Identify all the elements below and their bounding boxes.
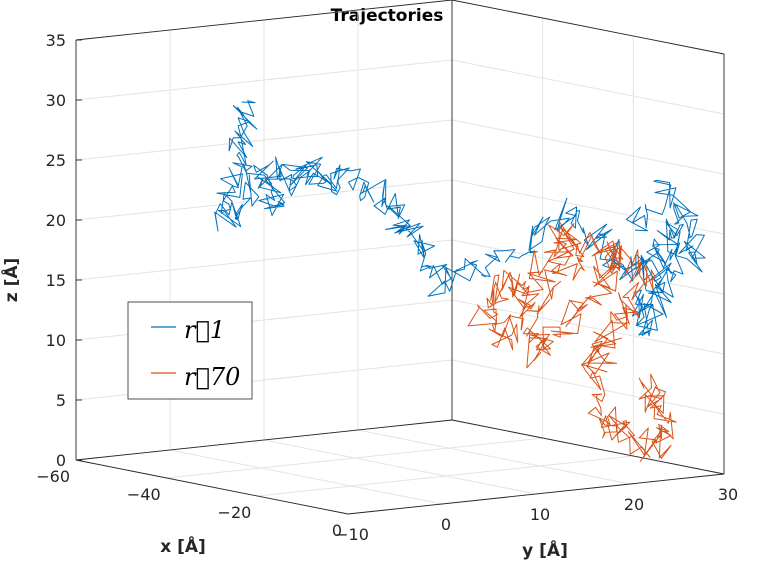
grid-line-z — [451, 239, 725, 295]
trajectory-line-r70 — [467, 221, 677, 462]
z-axis-label: z [Å] — [0, 258, 22, 303]
grid-layer — [75, 0, 725, 515]
z-tick-label: 15 — [46, 271, 66, 290]
axis-edge — [347, 473, 725, 515]
grid-line-z — [451, 59, 725, 115]
axis-edge — [75, 459, 349, 515]
y-tick-label: 0 — [441, 515, 451, 534]
z-tick-label: 30 — [46, 91, 66, 110]
z-tick-label: 25 — [46, 151, 66, 170]
legend-box — [127, 301, 253, 400]
x-tick-label: −40 — [127, 485, 161, 504]
z-tick-label: 35 — [46, 31, 66, 50]
axis-edge — [451, 0, 725, 55]
z-tick-label: 10 — [46, 331, 66, 350]
x-axis-label: x [Å] — [160, 534, 206, 557]
y-tick-label: −10 — [335, 525, 369, 544]
x-tick-label: −60 — [36, 467, 70, 486]
axis-edge — [75, 419, 453, 461]
trajectory-line-r1 — [214, 100, 706, 337]
z-tick-label: 0 — [56, 451, 66, 470]
legend-label-r70: r⃗70 — [184, 363, 240, 391]
y-tick-label: 10 — [530, 505, 550, 524]
legend: r⃗1 r⃗70 — [127, 301, 253, 400]
y-axis-label: y [Å] — [522, 538, 568, 561]
grid-line-z — [451, 179, 725, 235]
grid-line-y — [263, 439, 537, 495]
grid-line-z — [451, 359, 725, 415]
grid-line-z — [451, 299, 725, 355]
y-tick-label: 20 — [624, 495, 644, 514]
legend-label-r1: r⃗1 — [184, 316, 225, 344]
x-tick-label: −20 — [218, 503, 252, 522]
x-tick-label: 0 — [332, 521, 342, 540]
grid-line-z — [451, 119, 725, 175]
chart-title: Trajectories — [331, 6, 444, 26]
axes-box — [75, 0, 725, 515]
z-tick-label: 5 — [56, 391, 66, 410]
grid-line-y — [357, 429, 631, 485]
axis-edge — [75, 0, 453, 41]
grid-line-y — [169, 449, 443, 505]
series-layer — [214, 100, 706, 462]
axis-edge — [451, 419, 725, 475]
z-tick-label: 20 — [46, 211, 66, 230]
y-tick-label: 30 — [718, 485, 738, 504]
